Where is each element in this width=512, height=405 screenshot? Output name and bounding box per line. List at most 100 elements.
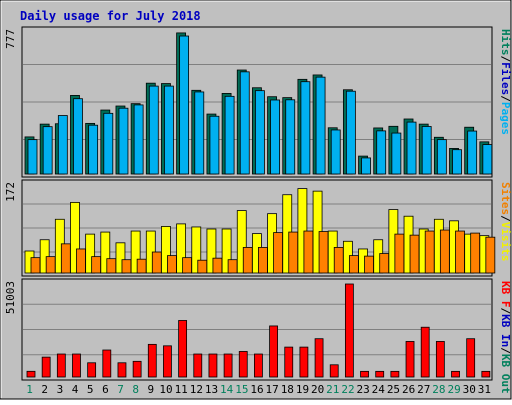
panel-legend: Hits/Files/Pages: [499, 29, 512, 135]
bar-sites: [439, 229, 450, 274]
bar-sites: [121, 259, 132, 274]
bar-pages: [239, 71, 250, 175]
bar-sites: [364, 255, 374, 274]
bar-kbytes: [481, 370, 491, 378]
legend-entry: /: [499, 347, 512, 354]
bar-kbytes: [223, 353, 233, 378]
bar-kbytes: [41, 356, 51, 378]
bar-kbytes: [26, 370, 36, 378]
day-label: 10: [159, 383, 172, 396]
legend-entry: /: [499, 215, 512, 222]
bar-sites: [106, 258, 117, 274]
bar-sites: [60, 243, 71, 274]
day-label: 31: [478, 383, 491, 396]
day-label: 5: [87, 383, 94, 396]
bar-kbytes: [284, 346, 294, 378]
bar-kbytes: [269, 325, 278, 378]
bar-pages: [224, 95, 235, 175]
bar-sites: [348, 255, 359, 274]
day-labels: 1 2 3 4 5 6 7 8 9 10 11 12 13 14 15 16 17 18 19 20 21 22 23 24 2…: [26, 383, 491, 396]
bar-sites: [273, 232, 283, 274]
legend-entry: KB F: [499, 281, 512, 308]
bar-pages: [421, 126, 432, 175]
bar-sites: [470, 232, 481, 274]
bar-kbytes: [117, 362, 127, 378]
bar-pages: [452, 149, 462, 175]
bar-sites: [76, 248, 86, 274]
bar-pages: [255, 90, 265, 175]
bar-sites: [455, 230, 465, 274]
day-label: 23: [357, 383, 370, 396]
bar-kbytes: [390, 370, 400, 378]
legend-entry: Hits: [499, 29, 512, 56]
bar-visits: [221, 228, 232, 274]
bar-pages: [88, 124, 99, 175]
bar-kbytes: [193, 353, 203, 378]
day-label: 3: [57, 383, 64, 396]
bar-visits: [236, 210, 247, 274]
day-label: 22: [341, 383, 354, 396]
chart-title: Daily usage for July 2018: [20, 9, 201, 23]
bar-visits: [130, 230, 141, 274]
bar-sites: [151, 251, 162, 274]
day-label: 21: [326, 383, 339, 396]
legend-entry: KB Out: [499, 354, 512, 394]
bar-sites: [182, 257, 193, 274]
bar-pages: [467, 130, 478, 175]
day-label: 7: [117, 383, 124, 396]
bar-pages: [164, 85, 174, 175]
bar-kbytes: [375, 370, 385, 378]
panel-visits-sites: 172 Sites/Visits: [4, 179, 512, 277]
bar-pages: [361, 157, 371, 175]
bar-pages: [194, 91, 205, 175]
day-label: 26: [402, 383, 415, 396]
bar-kbytes: [102, 349, 112, 378]
bar-pages: [179, 35, 190, 175]
bar-visits: [176, 223, 187, 274]
bar-visits: [115, 242, 126, 274]
day-label: 24: [372, 383, 386, 396]
day-label: 16: [250, 383, 263, 396]
bar-pages: [209, 115, 220, 175]
bar-kbytes: [56, 353, 66, 378]
day-label: 15: [235, 383, 248, 396]
bar-visits: [100, 231, 111, 274]
bar-pages: [406, 121, 417, 175]
bar-sites: [318, 231, 329, 274]
bar-kbytes: [405, 341, 415, 378]
bar-kbytes: [147, 343, 157, 378]
bar-pages: [345, 90, 356, 175]
bar-kbytes: [435, 341, 445, 378]
bar-pages: [118, 107, 129, 175]
bar-kbytes: [360, 370, 369, 378]
bar-visits: [70, 201, 80, 274]
legend-entry: Files: [499, 62, 512, 95]
bar-sites: [424, 230, 435, 274]
bar-sites: [409, 234, 420, 274]
bar-pages: [73, 98, 83, 175]
bar-kbytes: [466, 338, 476, 378]
panel-legend: KB F/KB In/KB Out: [499, 281, 512, 394]
day-label: 27: [417, 383, 430, 396]
axis-max-label: 777: [4, 29, 17, 49]
bar-pages: [148, 85, 159, 175]
bar-pages: [315, 76, 326, 175]
bar-sites: [30, 257, 41, 274]
axis-max-label: 51003: [4, 281, 17, 314]
day-label: 30: [463, 383, 476, 396]
bar-sites: [136, 258, 147, 274]
bar-kbytes: [314, 338, 324, 378]
day-label: 9: [148, 383, 155, 396]
bar-kbytes: [254, 353, 263, 378]
day-label: 1: [26, 383, 33, 396]
bar-pages: [300, 81, 311, 175]
bar-sites: [242, 247, 253, 274]
panel-kbytes: 51003 KB F/KB In/KB Out: [4, 278, 512, 394]
bar-kbytes: [208, 353, 218, 378]
day-label: 18: [281, 383, 294, 396]
bar-kbytes: [420, 326, 430, 378]
bar-kbytes: [72, 353, 81, 378]
bar-pages: [285, 99, 296, 175]
day-label: 13: [205, 383, 218, 396]
